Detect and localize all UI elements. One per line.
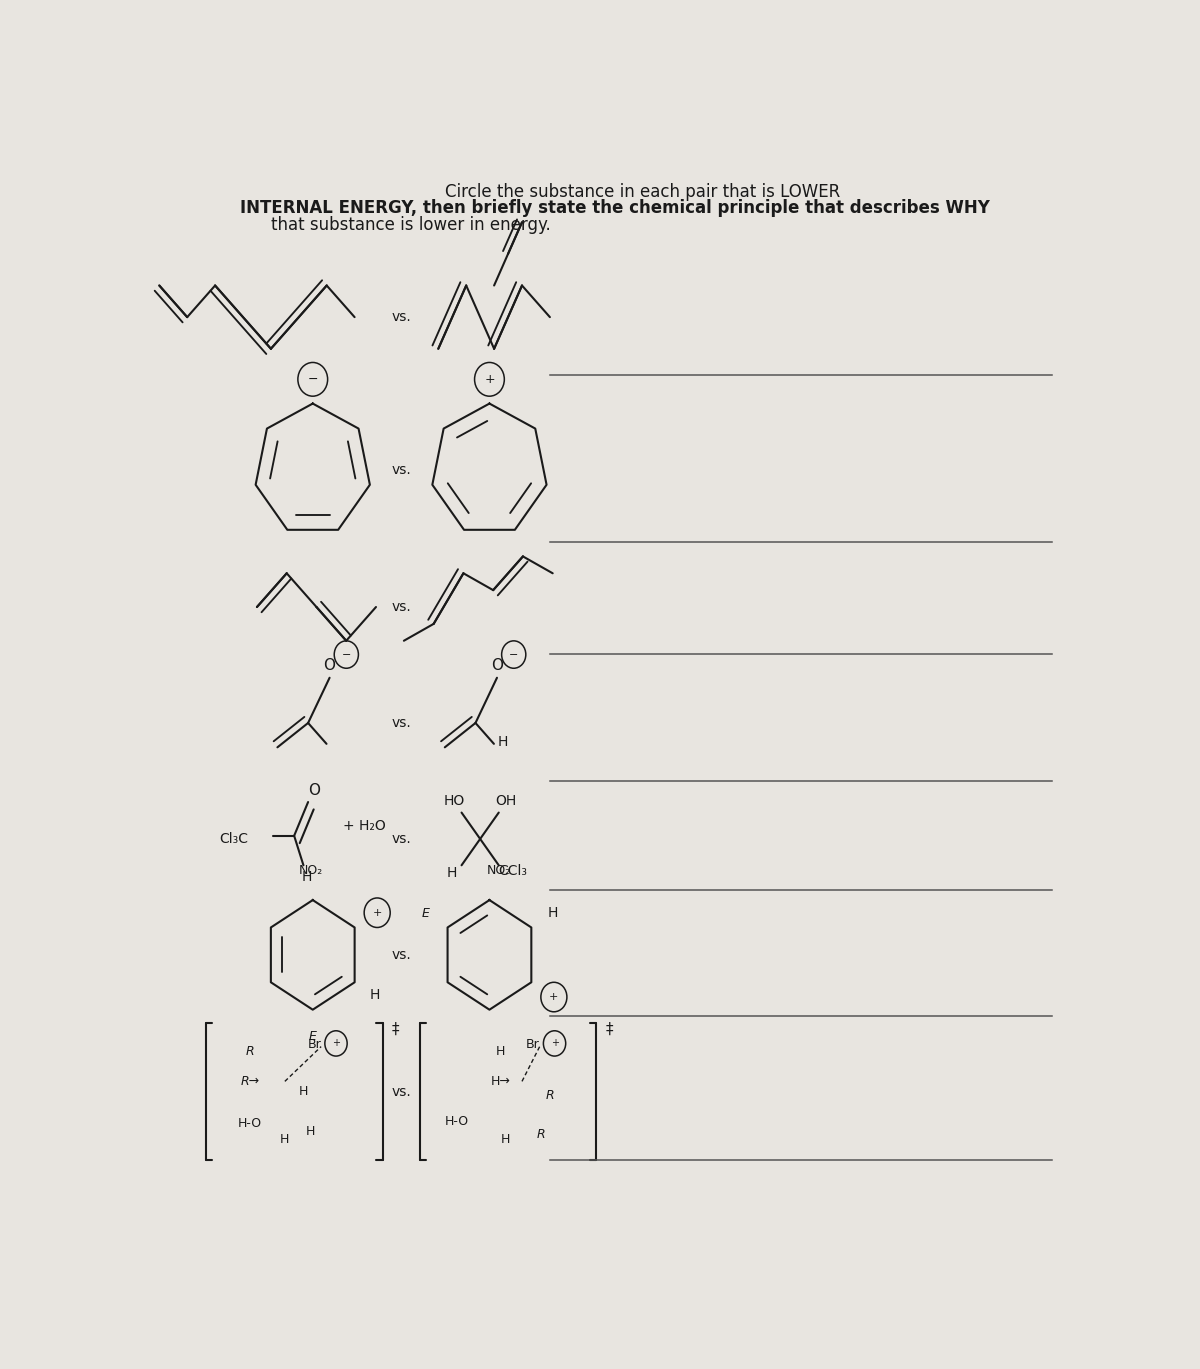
Text: H-O: H-O xyxy=(238,1117,262,1129)
Text: H: H xyxy=(280,1134,289,1146)
Text: ‡: ‡ xyxy=(606,1021,613,1036)
Text: OH: OH xyxy=(496,794,517,808)
Text: vs.: vs. xyxy=(391,463,410,476)
Text: −: − xyxy=(509,649,518,660)
Text: E: E xyxy=(308,1029,317,1043)
Text: INTERNAL ENERGY, then briefly state the chemical principle that describes WHY: INTERNAL ENERGY, then briefly state the … xyxy=(240,199,990,218)
Text: H: H xyxy=(306,1125,316,1139)
Text: CCl₃: CCl₃ xyxy=(498,864,527,878)
Text: +: + xyxy=(551,1039,558,1049)
Text: +: + xyxy=(550,993,558,1002)
Text: HO: HO xyxy=(444,794,464,808)
Text: H: H xyxy=(370,988,380,1002)
Text: R: R xyxy=(546,1088,554,1102)
Text: ‡: ‡ xyxy=(391,1021,400,1036)
Text: vs.: vs. xyxy=(391,832,410,846)
Text: vs.: vs. xyxy=(391,1084,410,1099)
Text: Cl₃C: Cl₃C xyxy=(220,832,248,846)
Text: +: + xyxy=(332,1039,340,1049)
Text: H: H xyxy=(496,1046,505,1058)
Text: H: H xyxy=(497,735,508,749)
Text: H: H xyxy=(448,865,457,880)
Text: that substance is lower in energy.: that substance is lower in energy. xyxy=(271,216,551,234)
Text: H: H xyxy=(302,869,312,884)
Text: R→: R→ xyxy=(241,1075,260,1088)
Text: O: O xyxy=(491,657,503,672)
Text: H: H xyxy=(299,1086,308,1098)
Text: R: R xyxy=(246,1046,254,1058)
Text: O: O xyxy=(308,783,320,798)
Text: Br: Br xyxy=(526,1038,540,1051)
Text: vs.: vs. xyxy=(391,600,410,615)
Text: +: + xyxy=(484,372,494,386)
Text: Br: Br xyxy=(307,1038,322,1051)
Text: Circle the substance in each pair that is LOWER: Circle the substance in each pair that i… xyxy=(445,183,840,201)
Text: + H₂O: + H₂O xyxy=(342,819,385,834)
Text: H→: H→ xyxy=(491,1075,510,1088)
Text: NO₂: NO₂ xyxy=(299,864,323,878)
Text: H: H xyxy=(548,906,558,920)
Text: H-O: H-O xyxy=(445,1114,469,1128)
Text: O: O xyxy=(324,657,336,672)
Text: E: E xyxy=(422,906,430,920)
Text: vs.: vs. xyxy=(391,311,410,324)
Text: +: + xyxy=(372,908,382,917)
Text: R: R xyxy=(536,1128,545,1140)
Text: H: H xyxy=(500,1134,510,1146)
Text: −: − xyxy=(307,372,318,386)
Text: vs.: vs. xyxy=(391,947,410,962)
Text: NO₂: NO₂ xyxy=(487,864,511,878)
Text: vs.: vs. xyxy=(391,716,410,730)
Text: −: − xyxy=(342,649,352,660)
